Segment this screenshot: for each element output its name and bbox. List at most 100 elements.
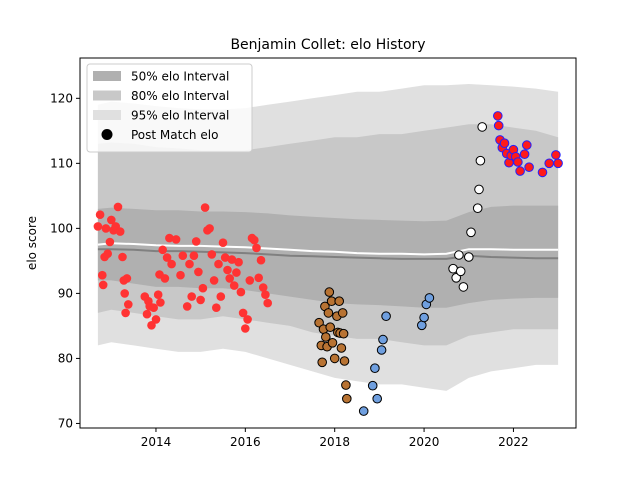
data-point	[153, 290, 163, 300]
x-tick-label: 2014	[141, 435, 172, 449]
x-tick-label: 2022	[498, 435, 529, 449]
data-point	[236, 287, 246, 297]
data-point	[105, 237, 115, 247]
data-point	[372, 393, 383, 404]
data-point	[553, 158, 563, 169]
data-point	[167, 259, 176, 269]
data-point	[378, 334, 388, 345]
chart-title: Benjamin Collet: elo History	[230, 37, 425, 53]
data-point	[551, 150, 561, 160]
legend-label: 95% elo Interval	[131, 109, 229, 123]
data-point	[121, 308, 130, 318]
data-point	[113, 202, 123, 212]
data-point	[115, 227, 125, 236]
data-point	[522, 140, 532, 150]
data-point	[160, 274, 170, 283]
data-point	[93, 222, 103, 231]
data-point	[229, 281, 239, 290]
data-point	[238, 308, 248, 318]
legend-label: 50% elo Interval	[131, 70, 229, 84]
data-point	[218, 238, 228, 247]
data-point	[142, 309, 152, 319]
x-tick-label: 2016	[230, 435, 261, 449]
data-point	[499, 138, 510, 148]
data-point	[118, 252, 127, 262]
data-point	[223, 265, 232, 275]
data-point	[200, 203, 210, 212]
data-point	[334, 296, 345, 307]
data-point	[252, 243, 261, 253]
data-point	[537, 167, 548, 178]
data-point	[209, 276, 219, 285]
data-point	[254, 273, 263, 283]
data-point	[220, 253, 230, 262]
data-point	[544, 158, 555, 169]
x-tick-label: 2020	[409, 435, 440, 449]
data-point	[189, 251, 199, 260]
data-point	[198, 283, 208, 293]
data-point	[191, 237, 201, 246]
data-point	[339, 356, 350, 366]
data-point	[337, 308, 348, 318]
data-point	[225, 274, 234, 283]
y-tick-label: 110	[50, 156, 73, 170]
data-point	[381, 311, 391, 322]
data-point	[216, 292, 226, 301]
data-point	[261, 290, 270, 300]
data-point	[472, 203, 483, 213]
post-match-points	[93, 111, 563, 416]
median-line	[97, 248, 559, 260]
data-point	[95, 210, 105, 219]
x-tick-label: 2018	[319, 435, 350, 449]
data-point	[205, 224, 214, 233]
y-tick-label: 100	[50, 221, 73, 235]
data-point	[214, 259, 223, 269]
data-point	[477, 122, 488, 132]
data-point	[256, 255, 266, 265]
legend-label: 80% elo Interval	[131, 89, 229, 103]
data-point	[314, 317, 324, 328]
data-point	[245, 276, 255, 285]
legend-marker	[101, 129, 113, 140]
data-point	[258, 283, 268, 292]
y-tick-label: 70	[58, 416, 73, 430]
plot-frame	[79, 57, 577, 429]
data-point	[185, 259, 194, 269]
data-point	[454, 250, 464, 260]
data-point	[243, 315, 252, 324]
data-point	[103, 249, 112, 258]
data-point	[370, 363, 380, 374]
legend: 50% elo Interval 80% elo Interval 95% elo …	[86, 63, 253, 153]
data-point	[98, 270, 107, 280]
data-point	[151, 315, 161, 324]
axis-ticks: 2014 2016 2018 2020 2022 70 80 90 100 110 120	[50, 91, 529, 449]
data-point	[515, 166, 525, 176]
data-point	[158, 245, 167, 255]
data-point	[122, 274, 132, 283]
data-point	[324, 287, 335, 297]
data-point	[524, 162, 534, 172]
data-point	[338, 328, 349, 339]
data-point	[474, 184, 484, 195]
data-point	[341, 380, 351, 390]
data-point	[336, 343, 347, 353]
data-point	[358, 406, 369, 416]
data-point	[176, 270, 185, 280]
data-point	[329, 353, 340, 364]
data-point	[317, 357, 328, 368]
data-point	[194, 267, 203, 277]
legend-label: Post Match elo	[131, 128, 218, 142]
data-point	[207, 250, 217, 259]
data-point	[417, 320, 427, 331]
data-point	[263, 298, 273, 308]
y-tick-label: 90	[58, 286, 73, 300]
data-point	[419, 312, 429, 323]
data-point	[156, 298, 165, 307]
data-point	[171, 235, 181, 244]
data-point	[241, 324, 250, 333]
data-point	[162, 253, 172, 262]
data-point	[147, 321, 156, 330]
data-point	[120, 289, 129, 298]
mean-line	[97, 242, 559, 256]
data-point	[455, 266, 466, 277]
